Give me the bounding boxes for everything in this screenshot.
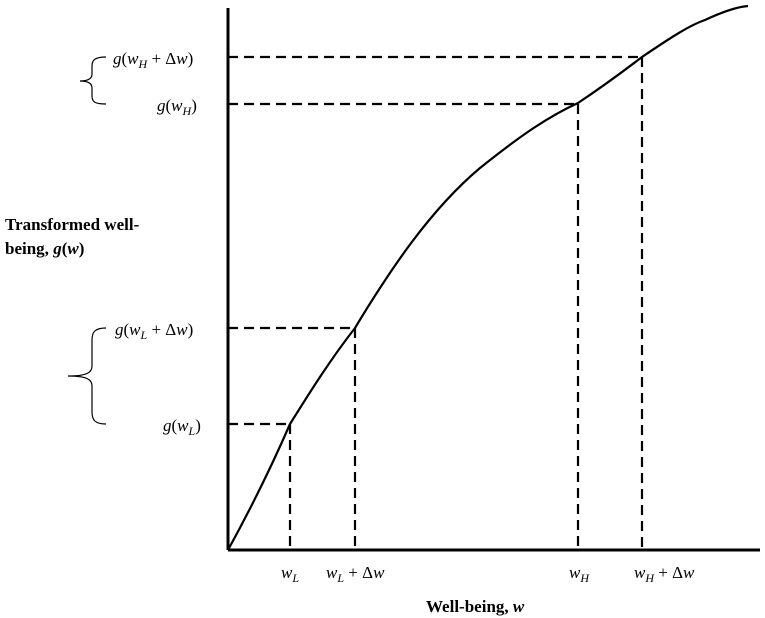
lower-brace — [67, 327, 107, 425]
x-axis-title: Well-being, w — [426, 597, 525, 616]
upper-brace — [79, 56, 107, 105]
label-wL-plus-dw: wL + Δw — [326, 563, 385, 585]
y-axis-title-line2: being, g(w) — [5, 239, 84, 258]
g-curve — [227, 4, 749, 551]
label-g-wH: g(wH) — [157, 96, 197, 118]
label-g-wH-plus-dw: g(wH + Δw) — [113, 49, 193, 71]
label-g-wL: g(wL) — [163, 416, 201, 438]
label-wH-plus-dw: wH + Δw — [634, 563, 695, 585]
label-wH: wH — [569, 563, 590, 585]
label-g-wL-plus-dw: g(wL + Δw) — [115, 320, 193, 342]
y-axis-title-line1: Transformed well- — [5, 215, 140, 234]
label-wL: wL — [281, 563, 299, 585]
